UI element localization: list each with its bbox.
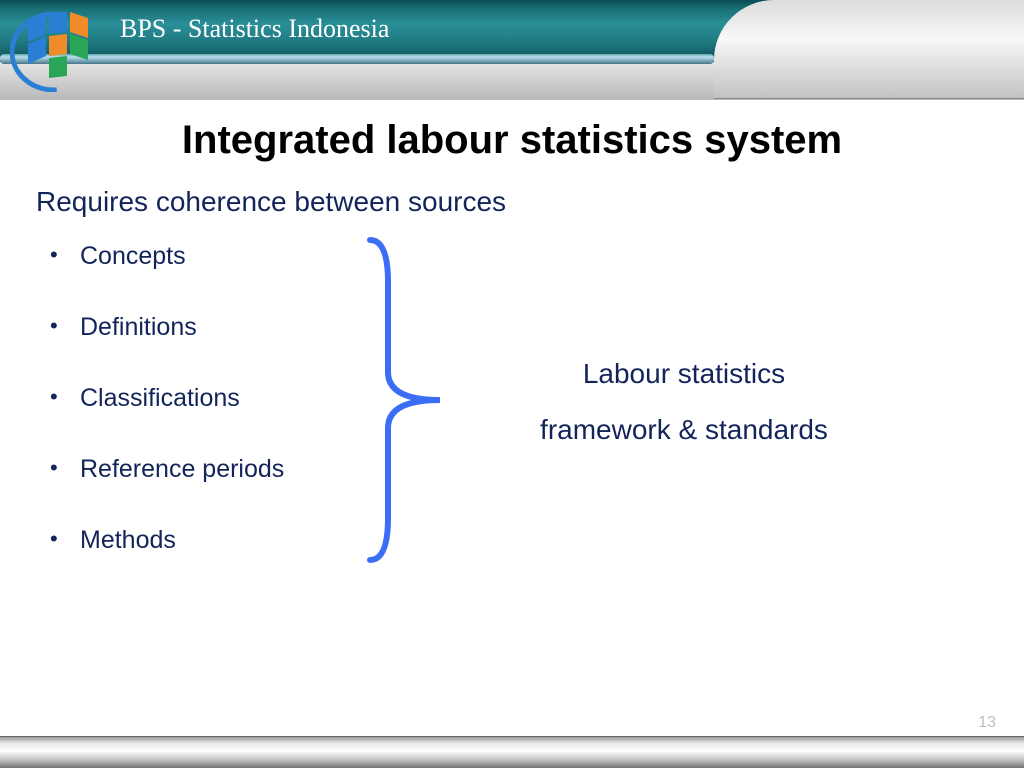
framework-line1: Labour statistics bbox=[583, 358, 785, 389]
slide-subtitle: Requires coherence between sources bbox=[36, 186, 506, 218]
header-pipe-accent bbox=[0, 54, 714, 64]
framework-text: Labour statistics framework & standards bbox=[494, 346, 874, 458]
header-bar: BPS - Statistics Indonesia bbox=[0, 0, 1024, 100]
slide-title: Integrated labour statistics system bbox=[0, 118, 1024, 163]
list-item: Definitions bbox=[50, 313, 284, 342]
framework-line2: framework & standards bbox=[540, 414, 828, 445]
footer-bar bbox=[0, 736, 1024, 768]
org-title: BPS - Statistics Indonesia bbox=[120, 14, 389, 44]
page-number: 13 bbox=[978, 714, 996, 732]
curly-brace-icon bbox=[350, 232, 450, 568]
list-item: Methods bbox=[50, 526, 284, 555]
list-item: Reference periods bbox=[50, 455, 284, 484]
list-item: Classifications bbox=[50, 384, 284, 413]
list-item: Concepts bbox=[50, 242, 284, 271]
bps-logo-icon bbox=[10, 8, 106, 92]
bullet-list: Concepts Definitions Classifications Ref… bbox=[50, 242, 284, 597]
